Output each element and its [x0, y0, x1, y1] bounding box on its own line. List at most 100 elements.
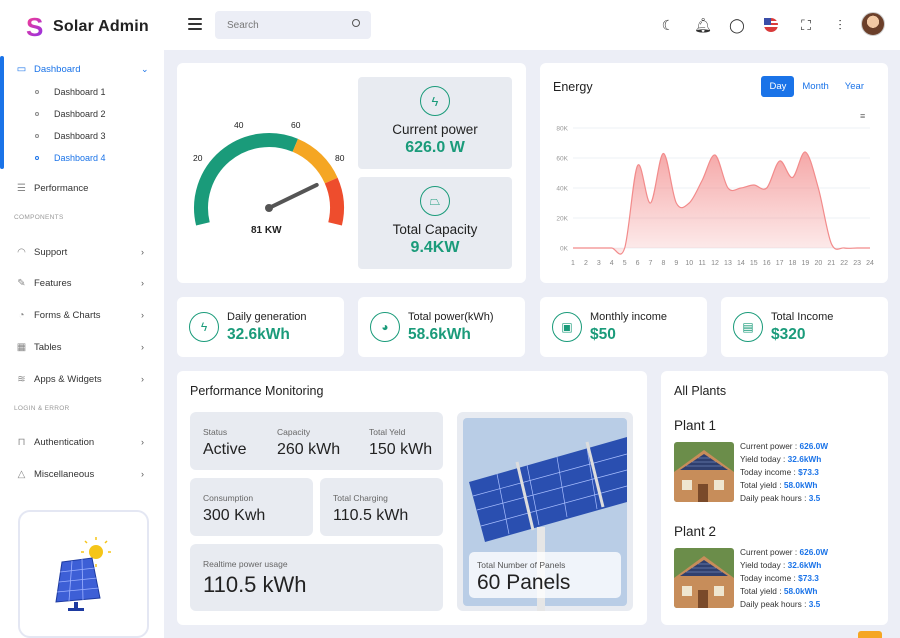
sidebar-subitem-dashboard-4[interactable]: Dashboard 4 [0, 149, 164, 167]
sidebar-item-features[interactable]: ✎ Features › [0, 272, 164, 294]
search-icon[interactable] [352, 19, 360, 27]
chevron-right-icon: › [141, 278, 144, 288]
chevron-right-icon: › [141, 437, 144, 447]
sidebar-subitem-label: Dashboard 4 [54, 153, 106, 163]
y-tick-label: 0K [560, 246, 569, 253]
plant-2-image[interactable] [674, 548, 734, 608]
total-capacity-box: ⏢ Total Capacity 9.4KW [358, 177, 512, 269]
energy-area [573, 151, 870, 255]
stat-card-total-income: ▤ Total Income $320 [721, 297, 888, 357]
gauge-tick-20: 20 [193, 153, 203, 163]
tab-month[interactable]: Month [802, 81, 829, 92]
plant-info-row: Daily peak hours : 3.5 [740, 599, 821, 609]
plant-1-name[interactable]: Plant 1 [674, 418, 717, 433]
sidebar-item-forms-charts[interactable]: ◔ Forms & Charts › [0, 304, 164, 326]
capacity-value: 260 kWh [277, 441, 341, 458]
sidebar-item-support[interactable]: ◠ Support › [0, 241, 164, 263]
x-tick-label: 21 [827, 260, 835, 267]
tab-day[interactable]: Day [761, 76, 795, 97]
plants-title: All Plants [674, 384, 727, 398]
lock-icon: ⊓ [17, 436, 26, 448]
x-tick-label: 19 [802, 260, 810, 267]
energy-card: Energy Day Month Year ≡ 0K 20K 40K 60K 80K 1 2… [540, 63, 888, 283]
sidebar-subitem-label: Dashboard 3 [54, 131, 106, 141]
energy-title: Energy [553, 80, 593, 94]
consumption-key: Consumption [203, 493, 254, 503]
promo-card [18, 510, 149, 638]
flag-icon[interactable] [761, 15, 781, 35]
y-tick-label: 80K [556, 126, 568, 133]
energy-line [573, 151, 870, 255]
bell-icon[interactable]: 🔔︎ [694, 16, 712, 33]
stat-value: $320 [771, 326, 806, 343]
sidebar-subitem-dashboard-1[interactable]: Dashboard 1 [0, 83, 164, 101]
chevron-down-icon: ⌄ [141, 63, 149, 74]
charging-value: 110.5 kWh [333, 507, 409, 524]
current-power-value: 626.0 W [405, 139, 465, 156]
x-tick-label: 23 [853, 260, 861, 267]
consumption-value: 300 Kwh [203, 507, 266, 524]
chevron-right-icon: › [141, 310, 144, 320]
x-tick-label: 8 [661, 260, 665, 267]
active-indicator [0, 56, 4, 169]
total-capacity-value: 9.4KW [410, 239, 460, 256]
headset-icon: ◠ [17, 246, 26, 258]
plant-1-info: Current power : 626.0W Yield today : 32.… [740, 440, 828, 505]
x-tick-label: 2 [584, 260, 588, 267]
sidebar-subitem-dashboard-3[interactable]: Dashboard 3 [0, 127, 164, 145]
x-tick-label: 22 [840, 260, 848, 267]
performance-card: Performance Monitoring Status Active Cap… [177, 371, 647, 625]
gauge-tick-60: 60 [291, 120, 301, 130]
pie-chart-icon: ◔ [18, 309, 25, 321]
plant-1-image[interactable] [674, 442, 734, 502]
panels-value: 60 Panels [477, 571, 571, 594]
total-capacity-title: Total Capacity [392, 222, 478, 237]
chart-menu-icon[interactable]: ≡ [860, 111, 866, 121]
money-icon: ▣ [552, 312, 582, 342]
sidebar-subitem-label: Dashboard 2 [54, 109, 106, 119]
sidebar-item-apps-widgets[interactable]: ≋ Apps & Widgets › [0, 368, 164, 390]
gauge-tick-40: 40 [234, 120, 244, 130]
realtime-value: 110.5 kWh [203, 572, 307, 597]
menu-toggle-icon[interactable] [188, 18, 202, 30]
stat-label: Monthly income [590, 311, 668, 323]
x-tick-label: 17 [776, 260, 784, 267]
sidebar-subitem-dashboard-2[interactable]: Dashboard 2 [0, 105, 164, 123]
settings-sliders-icon[interactable]: ⫶ [838, 16, 842, 33]
sidebar-item-performance[interactable]: ☰ Performance [0, 177, 164, 199]
back-to-top-button[interactable] [858, 631, 882, 638]
chevron-right-icon: › [141, 469, 144, 479]
plant-2-name[interactable]: Plant 2 [674, 524, 717, 539]
moon-icon[interactable]: ☾ [661, 16, 675, 33]
search-input[interactable] [215, 11, 335, 39]
plant-info-row: Yield today : 32.6kWh [740, 454, 822, 464]
tab-year[interactable]: Year [844, 81, 864, 92]
panels-overlay: Total Number of Panels 60 Panels [469, 552, 621, 598]
gauge-arc-mid [292, 138, 338, 184]
sidebar-item-miscellaneous[interactable]: △ Miscellaneous › [0, 463, 164, 485]
panels-photo-box: Total Number of Panels 60 Panels [457, 412, 633, 611]
x-tick-label: 12 [711, 260, 719, 267]
x-tick-label: 10 [685, 260, 693, 267]
app-logo[interactable]: S Solar Admin [26, 14, 149, 40]
x-tick-label: 7 [649, 260, 653, 267]
x-tick-label: 20 [814, 260, 822, 267]
solar-panel-icon: ⏢ [420, 186, 450, 216]
fullscreen-icon[interactable]: ⛶ [801, 16, 811, 33]
plants-card: All Plants Plant 1 Current power : 626.0… [661, 371, 888, 625]
chevron-right-icon: › [141, 374, 144, 384]
y-tick-label: 60K [556, 156, 568, 163]
current-power-box: ϟ Current power 626.0 W [358, 77, 512, 169]
x-tick-label: 13 [724, 260, 732, 267]
bullet-icon [35, 90, 39, 94]
sidebar-subitem-label: Dashboard 1 [54, 87, 106, 97]
chat-icon[interactable]: ◯ [729, 16, 745, 33]
yield-value: 150 kWh [369, 441, 433, 458]
x-tick-label: 6 [636, 260, 640, 267]
avatar[interactable] [861, 12, 885, 36]
status-value: Active [203, 441, 247, 458]
sidebar-item-tables[interactable]: ▦ Tables › [0, 336, 164, 358]
sidebar-item-authentication[interactable]: ⊓ Authentication › [0, 431, 164, 453]
status-key: Status [203, 427, 228, 437]
sidebar-item-dashboard[interactable]: ▭ Dashboard ⌄ [0, 58, 164, 80]
